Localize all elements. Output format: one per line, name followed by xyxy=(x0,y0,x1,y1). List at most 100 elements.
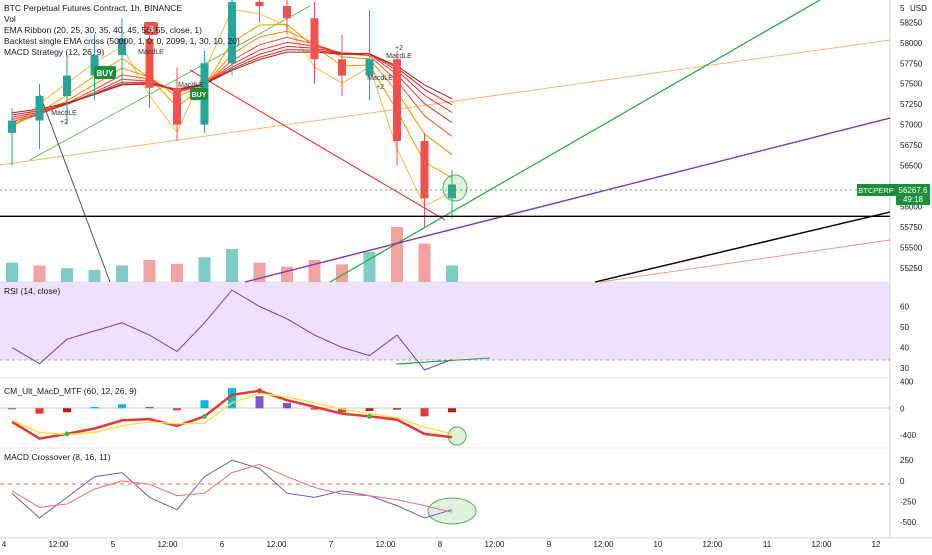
time-axis: 4 12:00 5 12:00 6 12:00 7 12:00 8 12:00 9 12:00 10 12… xyxy=(2,540,881,549)
cm-histogram xyxy=(8,388,456,417)
price-axis-top-label: 5 xyxy=(900,4,905,13)
macdle-qty: +2 xyxy=(60,119,68,126)
time-tick-label: 7 xyxy=(329,540,334,549)
volume-bar xyxy=(143,260,156,282)
strategy-signals: BUY BUY S MacdLE +2 MacdLE MacdLE MacdLE… xyxy=(51,22,412,126)
volume-bar xyxy=(418,243,431,282)
cm-histogram-bar xyxy=(118,404,126,409)
cm-histogram-bar xyxy=(448,408,456,413)
cm-cross-dot xyxy=(64,431,70,437)
price-badge xyxy=(896,184,930,205)
trendline xyxy=(39,94,111,283)
time-tick-label: 12:00 xyxy=(375,540,396,549)
cm-histogram-bar xyxy=(310,408,319,410)
cm-histogram-bar xyxy=(393,408,401,410)
candle-body xyxy=(420,141,429,199)
time-tick-label: 6 xyxy=(220,540,225,549)
price-tick-label: 56750 xyxy=(900,141,923,150)
volume-bar xyxy=(446,265,458,282)
volume-bar xyxy=(363,251,376,282)
rsi-tick-label: 40 xyxy=(900,343,909,352)
rsi-trendline xyxy=(399,360,441,365)
trendline xyxy=(0,39,891,166)
candle-body xyxy=(145,38,154,88)
rsi-tick-label: 50 xyxy=(900,323,909,332)
cm-histogram-bar xyxy=(200,400,209,409)
symbol-badge-text: BTCPERP xyxy=(858,186,893,195)
ema-ribbon-label: EMA Ribbon (20, 25, 30, 35, 40, 45, 50, … xyxy=(4,25,202,35)
price-tick-label: 56000 xyxy=(900,202,923,211)
time-tick-label: 12:00 xyxy=(48,540,69,549)
candle-body xyxy=(63,75,71,96)
buy-signal-box xyxy=(190,88,208,100)
candle-body xyxy=(393,59,401,141)
cm-histogram-bar xyxy=(338,408,346,413)
trendline xyxy=(244,117,891,283)
cm-histogram-bar xyxy=(145,406,154,409)
trendline xyxy=(599,239,891,283)
cm-histogram-bar xyxy=(35,408,44,414)
cm-tick-label: 0 xyxy=(900,404,905,413)
price-tick-label: 57250 xyxy=(900,100,923,109)
highlight-ellipse xyxy=(442,174,468,202)
time-tick-label: 12:00 xyxy=(811,540,832,549)
rsi-line xyxy=(11,289,453,371)
cm-macd-title: CM_Ult_MacD_MTF (60, 12, 26, 9) xyxy=(4,386,137,396)
symbol-badge xyxy=(857,184,896,196)
volume-bar xyxy=(281,266,293,282)
volume-bar xyxy=(61,268,73,282)
sell-signal-box xyxy=(144,22,158,35)
time-tick-label: 12:00 xyxy=(266,540,287,549)
macd-axis: 250 0 -250 -500 xyxy=(900,456,917,527)
macd-tick-label: -500 xyxy=(900,518,917,527)
cm-axis: 400 0 -400 xyxy=(900,377,917,440)
volume-bar xyxy=(198,257,211,282)
volume-bar xyxy=(171,263,183,282)
sell-signal-label: S xyxy=(148,25,154,34)
macdle-label: MacdLE xyxy=(386,53,412,60)
price-badge-countdown: 49:18 xyxy=(903,195,924,204)
price-tick-label: 57500 xyxy=(900,80,923,89)
time-tick-label: 11 xyxy=(763,540,772,549)
candle-body xyxy=(310,18,319,60)
time-tick-label: 12:00 xyxy=(484,540,505,549)
time-tick-label: 8 xyxy=(438,540,443,549)
macdle-label: MacdLE xyxy=(51,110,77,117)
cm-cross-dots xyxy=(64,388,372,437)
candle-body xyxy=(338,59,346,76)
cm-histogram-bar xyxy=(8,408,16,410)
price-tick-label: 57750 xyxy=(900,59,923,68)
time-tick-label: 9 xyxy=(547,540,552,549)
price-badge-value: 56267.6 xyxy=(899,186,928,195)
symbol-title: BTC Perpetual Futures Contract, 1h, BINA… xyxy=(4,3,182,13)
cm-histogram-bar xyxy=(173,408,181,411)
candle-body xyxy=(365,59,374,76)
time-tick-label: 12:00 xyxy=(593,540,614,549)
macd-strategy-label: MACD Strategy (12, 26, 9) xyxy=(4,47,104,57)
price-tick-label: 55250 xyxy=(900,264,923,273)
candle-body xyxy=(255,1,264,6)
price-tick-label: 58000 xyxy=(900,39,923,48)
volume-bar xyxy=(391,227,403,282)
macdle-label: MacdLE xyxy=(138,49,164,56)
time-tick-label: 12:00 xyxy=(157,540,178,549)
time-tick-label: 12 xyxy=(872,540,881,549)
rsi-tick-label: 60 xyxy=(900,302,909,311)
cm-tick-label: -400 xyxy=(900,431,917,440)
time-tick-label: 10 xyxy=(654,540,663,549)
backtest-label: Backtest single EMA cross (50000, 1, 0, … xyxy=(4,36,240,46)
candle-body xyxy=(173,87,181,125)
volume-bar xyxy=(336,264,348,282)
macdle-label: MacdLE xyxy=(367,75,393,82)
macd-tick-label: 0 xyxy=(900,477,905,486)
cm-cross-dot xyxy=(367,413,372,419)
time-tick-label: 12:00 xyxy=(702,540,723,549)
vol-label: Vol xyxy=(4,14,16,24)
price-tick-label: 55750 xyxy=(900,223,923,232)
cm-histogram-bar xyxy=(90,406,99,409)
legend: BTC Perpetual Futures Contract, 1h, BINA… xyxy=(4,3,240,462)
volume-bar xyxy=(6,262,18,282)
volume-bars xyxy=(6,227,458,282)
macd-tick-label: -250 xyxy=(900,497,917,506)
